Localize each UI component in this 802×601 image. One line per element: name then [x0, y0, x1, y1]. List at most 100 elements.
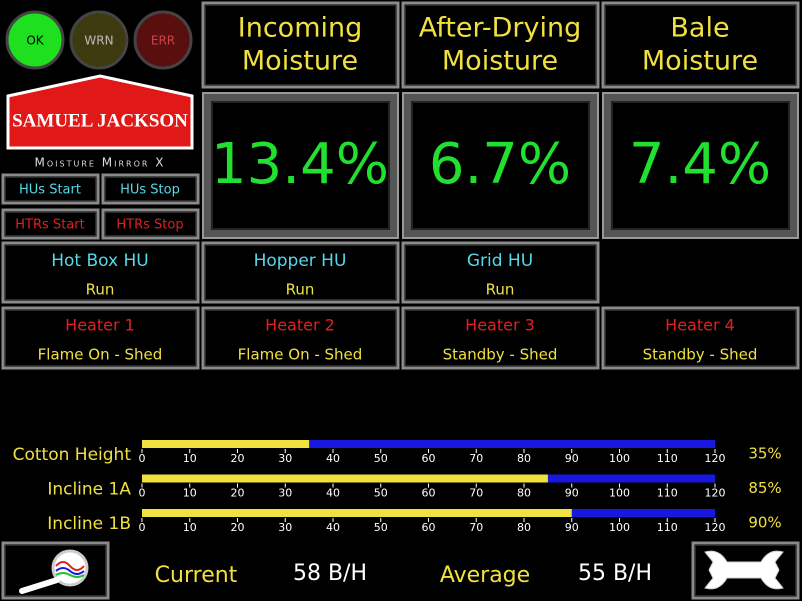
control-button-inner — [105, 177, 196, 201]
gauge-tick-label: 100 — [609, 521, 630, 534]
gauge-tick-label: 0 — [139, 487, 146, 500]
average-value: 55 B/H — [578, 561, 652, 586]
heater-name: Heater 2 — [265, 316, 335, 335]
gauge-tick-label: 20 — [231, 521, 245, 534]
heater-panel-inner — [605, 310, 796, 366]
gauge-track — [142, 440, 715, 448]
logo-shape — [6, 74, 194, 150]
gauge-tick-label: 80 — [517, 452, 531, 465]
gauge-tick-label: 120 — [705, 487, 726, 500]
moisture-header — [401, 1, 600, 89]
gauge-tick-label: 90 — [565, 521, 579, 534]
moisture-header-inner — [405, 5, 596, 85]
current-value: 58 B/H — [293, 561, 367, 586]
gauge-tick-label: 60 — [422, 487, 436, 500]
moisture-value: 7.4% — [629, 132, 771, 197]
moisture-value: 6.7% — [429, 132, 571, 197]
control-button[interactable] — [101, 208, 200, 240]
indicator-label: OK — [26, 34, 44, 48]
indicator-label: WRN — [84, 34, 113, 48]
gauge-tick-label: 70 — [469, 487, 483, 500]
indicator-label: ERR — [151, 34, 175, 48]
unit-panel — [1, 241, 200, 304]
heater-name: Heater 1 — [65, 316, 135, 335]
moisture-title: Moisture — [242, 46, 358, 77]
gauge-tick-label: 50 — [374, 452, 388, 465]
button-label[interactable]: HUs Start — [19, 183, 81, 198]
heater-name: Heater 4 — [665, 316, 735, 335]
gauge-tick-label: 20 — [231, 487, 245, 500]
moisture-title: After-Drying — [419, 13, 581, 44]
gauge-fill — [142, 509, 572, 517]
heater-status: Flame On - Shed — [238, 346, 363, 364]
button-label[interactable]: HTRs Stop — [116, 218, 183, 233]
moisture-header — [201, 1, 400, 89]
gauge-tick-label: 100 — [609, 487, 630, 500]
gauge-tick-label: 70 — [469, 452, 483, 465]
unit-name: Hot Box HU — [51, 251, 148, 271]
control-button[interactable] — [101, 173, 200, 205]
gauge-tick-label: 10 — [183, 452, 197, 465]
gauge-tick-label: 10 — [183, 487, 197, 500]
unit-panel-inner — [205, 245, 396, 300]
status-indicator — [5, 10, 65, 70]
trend-icon-handle[interactable] — [19, 577, 60, 594]
gauge-tick-label: 50 — [374, 521, 388, 534]
gauge-value: 35% — [748, 445, 781, 463]
gauge-fill — [142, 440, 310, 448]
button-label[interactable]: HTRs Start — [15, 218, 84, 233]
moisture-title: Moisture — [442, 46, 558, 77]
moisture-title: Moisture — [642, 46, 758, 77]
trend-icon-wave[interactable] — [55, 572, 85, 578]
unit-panel-inner — [405, 245, 596, 300]
current-label: Current — [155, 563, 238, 588]
heater-panel-inner — [205, 310, 396, 366]
gauge-tick-label: 80 — [517, 521, 531, 534]
control-button-inner — [5, 212, 96, 236]
unit-name: Hopper HU — [254, 251, 347, 271]
gauge-tick-label: 40 — [326, 452, 340, 465]
gauge-tick-label: 40 — [326, 487, 340, 500]
moisture-panel — [211, 101, 390, 230]
moisture-panel — [611, 101, 790, 230]
button-label[interactable]: HUs Stop — [120, 183, 180, 198]
unit-status: Run — [286, 281, 315, 299]
control-button[interactable] — [1, 208, 100, 240]
gauge-tick-label: 30 — [278, 452, 292, 465]
unit-panel — [401, 241, 600, 304]
moisture-title: Bale — [670, 13, 729, 44]
heater-status: Flame On - Shed — [38, 346, 163, 364]
unit-panel-inner — [5, 245, 196, 300]
gauge-label: Incline 1A — [47, 480, 131, 500]
trend-icon-wave[interactable] — [55, 561, 85, 571]
control-button[interactable] — [1, 173, 100, 205]
heater-status: Standby - Shed — [443, 346, 558, 364]
gauge-tick-label: 90 — [565, 452, 579, 465]
heater-name: Heater 3 — [465, 316, 535, 335]
gauge-fill — [142, 474, 548, 483]
heater-panel — [1, 306, 200, 370]
gauge-tick-label: 0 — [139, 452, 146, 465]
heater-panel — [401, 306, 600, 370]
gauge-tick-label: 60 — [422, 452, 436, 465]
gauge-tick-label: 30 — [278, 487, 292, 500]
gauge-tick-label: 110 — [657, 452, 678, 465]
moisture-header-inner — [205, 5, 396, 85]
gauge-tick-label: 60 — [422, 521, 436, 534]
heater-panel-inner — [405, 310, 596, 366]
heater-panel — [601, 306, 800, 370]
gauge-tick-label: 30 — [278, 521, 292, 534]
moisture-panel — [411, 101, 590, 230]
heater-status: Standby - Shed — [643, 346, 758, 364]
gauge-tick-label: 20 — [231, 452, 245, 465]
logo-brand: SAMUEL JACKSON — [12, 110, 188, 131]
unit-status: Run — [486, 281, 515, 299]
unit-status: Run — [86, 281, 115, 299]
gauge-tick-label: 80 — [517, 487, 531, 500]
gauge-tick-label: 0 — [139, 521, 146, 534]
trend-icon-wave[interactable] — [55, 567, 85, 575]
gauge-value: 85% — [748, 479, 781, 497]
settings-button-inner — [695, 545, 796, 596]
wrench-icon[interactable] — [704, 550, 784, 590]
